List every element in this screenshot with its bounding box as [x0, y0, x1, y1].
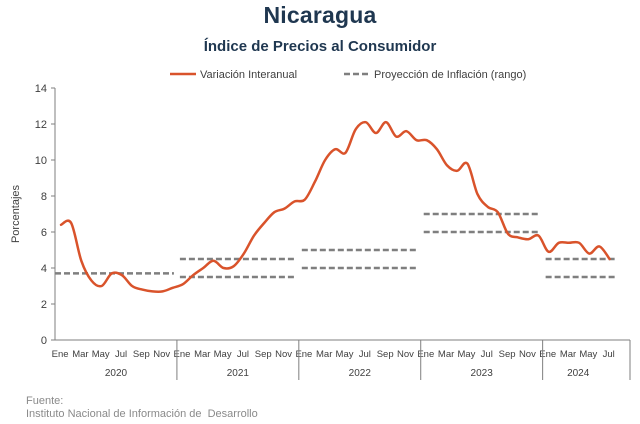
x-tick-label: Ene — [174, 349, 191, 360]
x-tick-label: Jul — [237, 349, 249, 360]
x-tick-label: Mar — [316, 349, 332, 360]
x-tick-label: Mar — [72, 349, 88, 360]
x-tick-label: Nov — [153, 349, 170, 360]
y-tick-label: 6 — [41, 227, 47, 239]
x-tick-label: Jul — [603, 349, 615, 360]
chart-title: Nicaragua — [263, 2, 377, 28]
x-tick-label: Mar — [560, 349, 576, 360]
x-tick-label: Mar — [194, 349, 210, 360]
x-tick-label: May — [336, 349, 354, 360]
x-year-label: 2024 — [567, 368, 590, 379]
y-tick-label: 14 — [35, 83, 47, 95]
x-tick-label: Nov — [397, 349, 414, 360]
y-tick-label: 12 — [35, 119, 47, 131]
x-tick-label: May — [457, 349, 475, 360]
legend-label-series: Variación Interanual — [200, 69, 297, 81]
x-tick-label: Nov — [519, 349, 536, 360]
x-tick-label: Ene — [417, 349, 434, 360]
x-tick-label: Mar — [438, 349, 454, 360]
x-tick-label: May — [579, 349, 597, 360]
y-tick-label: 8 — [41, 191, 47, 203]
series-lines — [59, 120, 611, 293]
x-tick-label: May — [92, 349, 110, 360]
series-line-variacion-interanual — [59, 120, 611, 293]
x-tick-label: Ene — [295, 349, 312, 360]
x-tick-label: Sep — [377, 349, 394, 360]
source-label: Fuente: — [26, 395, 64, 407]
x-year-label: 2021 — [227, 368, 250, 379]
chart-subtitle: Índice de Precios al Consumidor — [203, 38, 437, 55]
x-tick-label: Jul — [115, 349, 127, 360]
legend-label-projection: Proyección de Inflación (rango) — [374, 69, 526, 81]
x-tick-label: May — [214, 349, 232, 360]
y-axis-label: Porcentajes — [10, 184, 22, 243]
x-tick-label: Jul — [359, 349, 371, 360]
projection-ranges — [55, 212, 616, 279]
x-year-label: 2023 — [471, 368, 494, 379]
x-tick-label: Sep — [255, 349, 272, 360]
y-tick-label: 0 — [41, 335, 47, 347]
x-tick-label: Jul — [481, 349, 493, 360]
source-text: Instituto Nacional de Información de Des… — [26, 408, 258, 420]
x-tick-label: Sep — [499, 349, 516, 360]
chart-legend: Variación Interanual Proyección de Infla… — [170, 69, 526, 81]
x-tick-label: Ene — [539, 349, 556, 360]
x-tick-label: Nov — [275, 349, 292, 360]
x-year-label: 2022 — [349, 368, 372, 379]
y-tick-label: 2 — [41, 299, 47, 311]
y-tick-label: 4 — [41, 263, 47, 275]
x-tick-label: Ene — [52, 349, 69, 360]
y-tick-label: 10 — [35, 155, 47, 167]
x-tick-label: Sep — [133, 349, 150, 360]
x-year-label: 2020 — [105, 368, 128, 379]
